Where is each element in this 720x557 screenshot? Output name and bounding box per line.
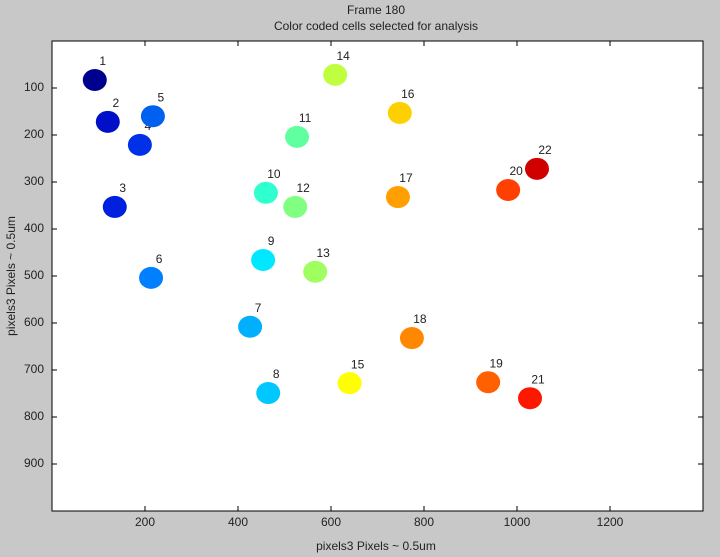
cell-label: 2 — [112, 96, 119, 110]
cell-label: 14 — [337, 49, 351, 63]
cell-label: 22 — [538, 143, 552, 157]
chart-title: Frame 180 — [347, 3, 405, 17]
y-tick-label: 500 — [24, 268, 44, 282]
cell — [385, 186, 410, 209]
cell — [399, 327, 424, 350]
cell-label: 7 — [255, 301, 262, 315]
cell — [283, 195, 308, 218]
cell — [95, 110, 120, 133]
cell-label: 13 — [317, 246, 331, 260]
cell — [140, 105, 165, 128]
y-tick-label: 800 — [24, 409, 44, 423]
cell-label: 18 — [413, 312, 427, 326]
cell-label: 21 — [531, 372, 545, 386]
x-tick-label: 800 — [414, 515, 434, 529]
y-axis-label: pixels3 Pixels ~ 0.5um — [4, 216, 18, 336]
x-axis-label: pixels3 Pixels ~ 0.5um — [316, 539, 436, 553]
cell-label: 9 — [268, 234, 275, 248]
cell — [518, 387, 543, 410]
cell — [323, 63, 348, 86]
y-tick-label: 100 — [24, 80, 44, 94]
cell-label: 3 — [119, 181, 126, 195]
cell — [251, 249, 276, 272]
cell-label: 17 — [399, 171, 413, 185]
cell — [303, 260, 328, 283]
chart-subtitle: Color coded cells selected for analysis — [274, 19, 478, 33]
cell — [387, 101, 412, 124]
x-tick-label: 400 — [228, 515, 248, 529]
cell-label: 16 — [401, 87, 415, 101]
cell-label: 1 — [99, 54, 106, 68]
cell-label: 12 — [297, 181, 311, 195]
cell — [524, 157, 549, 180]
y-tick-label: 900 — [24, 456, 44, 470]
cell — [82, 69, 107, 92]
cell — [496, 178, 521, 201]
cell — [476, 371, 501, 394]
x-tick-label: 600 — [321, 515, 341, 529]
x-tick-label: 1200 — [597, 515, 624, 529]
cell — [139, 266, 164, 289]
y-tick-label: 200 — [24, 127, 44, 141]
cell — [253, 181, 278, 204]
cell-label: 8 — [273, 367, 280, 381]
cell — [102, 195, 127, 218]
cell-label: 10 — [267, 167, 281, 181]
cell-label: 20 — [509, 164, 523, 178]
y-tick-label: 600 — [24, 315, 44, 329]
y-tick-label: 700 — [24, 362, 44, 376]
x-tick-label: 1000 — [504, 515, 531, 529]
cell — [285, 125, 310, 148]
y-tick-label: 300 — [24, 174, 44, 188]
cell-label: 19 — [489, 356, 503, 370]
cell — [337, 372, 362, 395]
x-tick-label: 200 — [135, 515, 155, 529]
cell-label: 15 — [351, 357, 365, 371]
y-tick-label: 400 — [24, 221, 44, 235]
cell — [238, 315, 263, 338]
cell-label: 6 — [156, 252, 163, 266]
cell-label: 5 — [158, 90, 165, 104]
cell — [127, 133, 152, 156]
cell-label: 11 — [299, 111, 312, 125]
cell — [256, 382, 281, 405]
